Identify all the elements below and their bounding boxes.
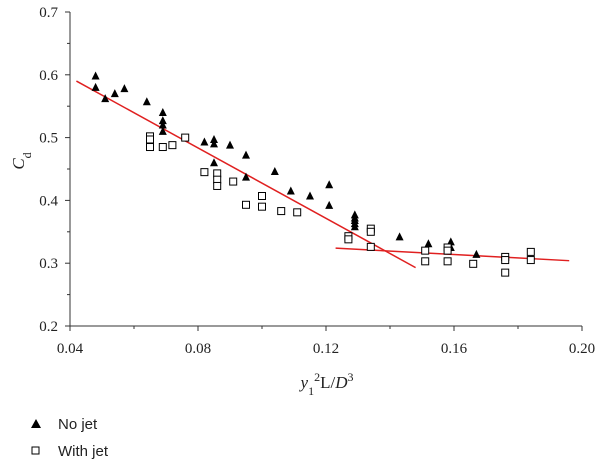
point-no-jet [242,150,250,159]
point-with-jet [421,246,430,255]
x-tick-label: 0.04 [57,341,84,357]
x-tick-label: 0.20 [569,341,595,357]
x-axis-label-y: y [299,373,309,392]
x-axis-label-sub1: 1 [308,384,314,398]
point-with-jet [181,133,190,142]
point-with-jet [443,246,452,255]
point-no-jet [120,84,129,93]
point-with-jet [421,257,430,266]
point-no-jet [424,239,433,248]
plot-area: 0.04 0.08 0.12 0.16 0.20 0.2 0.3 0.4 0.5 0.6 0.7 [39,5,595,357]
point-with-jet [277,207,286,216]
y-tick-label: 0.4 [39,193,58,209]
x-ticks: 0.04 0.08 0.12 0.16 0.20 [57,326,595,357]
point-no-jet [472,249,481,258]
point-no-jet [210,158,218,167]
x-tick-label: 0.08 [185,341,211,357]
y-tick-label: 0.7 [39,5,58,21]
point-no-jet [395,232,404,241]
point-with-jet [293,208,302,217]
y-ticks: 0.2 0.3 0.4 0.5 0.6 0.7 [39,5,70,335]
legend-with-jet-marker [31,446,40,455]
point-with-jet [158,143,167,152]
point-with-jet [200,168,209,177]
point-with-jet [526,256,535,265]
fit-lines [76,80,570,269]
point-no-jet [446,237,455,246]
y-axis-label: Cd [9,152,34,169]
point-no-jet [158,107,167,116]
point-no-jet [200,137,209,146]
point-with-jet [229,177,238,186]
point-with-jet [469,259,478,268]
y-tick-label: 0.6 [39,68,58,84]
point-no-jet [158,116,167,125]
point-with-jet [146,143,154,152]
point-no-jet [306,191,314,200]
point-no-jet [210,139,218,148]
point-no-jet [242,172,250,181]
y-axis-label-sub: d [20,152,34,158]
point-no-jet [158,126,167,135]
legend-no-jet-label: No jet [58,416,98,433]
x-axis-label-sup2: 2 [314,370,320,384]
point-with-jet [443,257,452,266]
y-tick-label: 0.5 [39,131,58,147]
point-no-jet [325,200,334,209]
point-with-jet [501,268,510,277]
x-tick-label: 0.12 [313,341,339,357]
point-with-jet [258,202,266,211]
legend-no-jet-marker [31,419,41,428]
point-with-jet [242,200,250,209]
point-with-jet [213,181,222,190]
point-no-jet [325,180,334,189]
point-no-jet [270,167,279,176]
point-with-jet [366,242,375,251]
point-no-jet [142,97,151,106]
point-no-jet [210,134,218,143]
point-with-jet [168,141,177,150]
series-layer [91,71,535,277]
point-with-jet [344,235,353,244]
y-tick-label: 0.3 [39,256,58,272]
point-no-jet [158,120,167,129]
x-axis-label-sup3: 3 [347,370,353,384]
point-with-jet [526,247,535,256]
point-no-jet [110,89,119,98]
point-with-jet [366,227,375,236]
point-with-jet [146,135,154,144]
point-with-jet [258,192,266,201]
point-no-jet [91,71,100,80]
point-no-jet [91,82,100,91]
y-axis-label-main: C [9,158,28,170]
x-axis-label: y12L/D3 [299,370,354,398]
x-axis-label-D: D [334,373,348,392]
point-no-jet [226,140,234,149]
x-axis-label-L: L/ [320,373,335,392]
x-tick-label: 0.16 [441,341,468,357]
point-no-jet [350,222,359,231]
y-tick-label: 0.2 [39,319,58,335]
legend-with-jet-label: With jet [58,443,109,460]
point-no-jet [101,94,110,103]
point-with-jet [501,256,510,265]
legend: No jet With jet [31,416,109,460]
point-no-jet [286,186,295,195]
